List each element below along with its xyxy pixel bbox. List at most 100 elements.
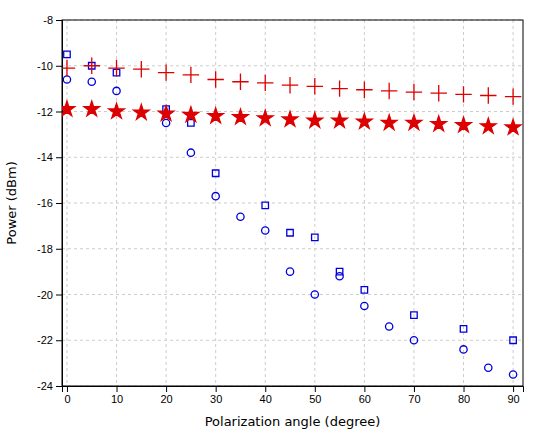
point — [232, 74, 248, 90]
point — [485, 364, 492, 371]
tick-label: 10 — [111, 393, 123, 405]
tick-mark — [56, 386, 62, 387]
point — [505, 88, 521, 104]
point — [510, 337, 516, 343]
tick-mark — [56, 66, 62, 67]
tick-label: -18 — [37, 243, 53, 255]
tick-label: -12 — [37, 106, 53, 118]
point — [62, 101, 75, 116]
point — [84, 101, 100, 116]
tick-mark — [56, 112, 62, 113]
tick-label: -8 — [43, 14, 53, 26]
point — [312, 234, 318, 240]
grid-line — [62, 111, 523, 112]
tick-label: 20 — [160, 393, 172, 405]
point — [282, 77, 298, 93]
series — [62, 58, 521, 105]
point — [162, 119, 169, 126]
point — [509, 371, 516, 378]
point — [207, 71, 223, 87]
point — [237, 213, 244, 220]
tick-mark — [265, 386, 266, 392]
tick: -20 — [37, 289, 62, 301]
point — [262, 202, 268, 208]
tick-mark — [56, 20, 62, 21]
tick: 80 — [458, 386, 470, 405]
point — [257, 110, 273, 125]
point — [331, 80, 347, 96]
tick-mark — [56, 249, 62, 250]
point — [381, 83, 397, 99]
grid-line — [463, 20, 464, 386]
grid-line — [62, 157, 523, 158]
y-axis: -24 -22 -20 -18 -16 -14 -12 -10 -8 — [37, 14, 62, 392]
grid — [62, 20, 523, 386]
point — [208, 108, 224, 123]
tick: 30 — [210, 386, 222, 405]
tick: 90 — [507, 386, 519, 405]
axis-line — [63, 387, 524, 393]
tick-label: 0 — [64, 393, 70, 405]
point — [307, 112, 323, 127]
point — [356, 82, 372, 98]
tick-mark — [513, 386, 514, 392]
plot: 0102030405060708090-24-22-20-18-16-14-12… — [37, 14, 523, 405]
grid-line — [62, 248, 523, 249]
tick: -10 — [37, 60, 62, 72]
tick: 40 — [260, 386, 272, 405]
point — [481, 118, 497, 133]
tick: -8 — [43, 14, 62, 26]
marks — [62, 51, 521, 378]
point — [336, 273, 343, 280]
point — [282, 111, 298, 126]
tick: -14 — [37, 151, 62, 163]
tick: 20 — [160, 386, 172, 405]
point — [64, 51, 70, 57]
tick-label: -24 — [37, 380, 53, 392]
tick-mark — [56, 203, 62, 204]
chart: 0102030405060708090-24-22-20-18-16-14-12… — [0, 0, 545, 438]
grid-line — [62, 294, 523, 295]
tick-mark — [364, 386, 365, 392]
point — [262, 227, 269, 234]
point — [187, 149, 194, 156]
tick: 0 — [64, 386, 70, 405]
tick-label: -16 — [37, 197, 53, 209]
point — [406, 115, 422, 130]
point — [460, 346, 467, 353]
tick-mark — [56, 340, 62, 341]
tick-label: -22 — [37, 334, 53, 346]
point — [113, 87, 120, 94]
point — [183, 107, 199, 122]
point — [108, 60, 124, 76]
tick-mark — [166, 386, 167, 392]
point — [134, 104, 150, 119]
point — [212, 192, 219, 199]
point — [431, 85, 447, 101]
point — [357, 114, 373, 129]
tick-label: -14 — [37, 151, 53, 163]
point — [361, 302, 368, 309]
tick: 50 — [309, 386, 321, 405]
grid-line — [62, 65, 523, 66]
axis-line — [56, 21, 63, 387]
point — [505, 119, 521, 134]
point — [410, 337, 417, 344]
point — [158, 64, 174, 80]
tick-label: 90 — [507, 393, 519, 405]
point — [361, 287, 367, 293]
point — [332, 112, 348, 127]
tick-label: 50 — [309, 393, 321, 405]
point — [286, 268, 293, 275]
point — [406, 84, 422, 100]
point — [233, 109, 249, 124]
series — [64, 51, 517, 343]
tick-mark — [216, 386, 217, 392]
tick-mark — [464, 386, 465, 392]
point — [386, 323, 393, 330]
tick-mark — [67, 386, 68, 392]
point — [307, 78, 323, 94]
tick: 70 — [408, 386, 420, 405]
point — [381, 115, 397, 130]
point — [88, 78, 95, 85]
